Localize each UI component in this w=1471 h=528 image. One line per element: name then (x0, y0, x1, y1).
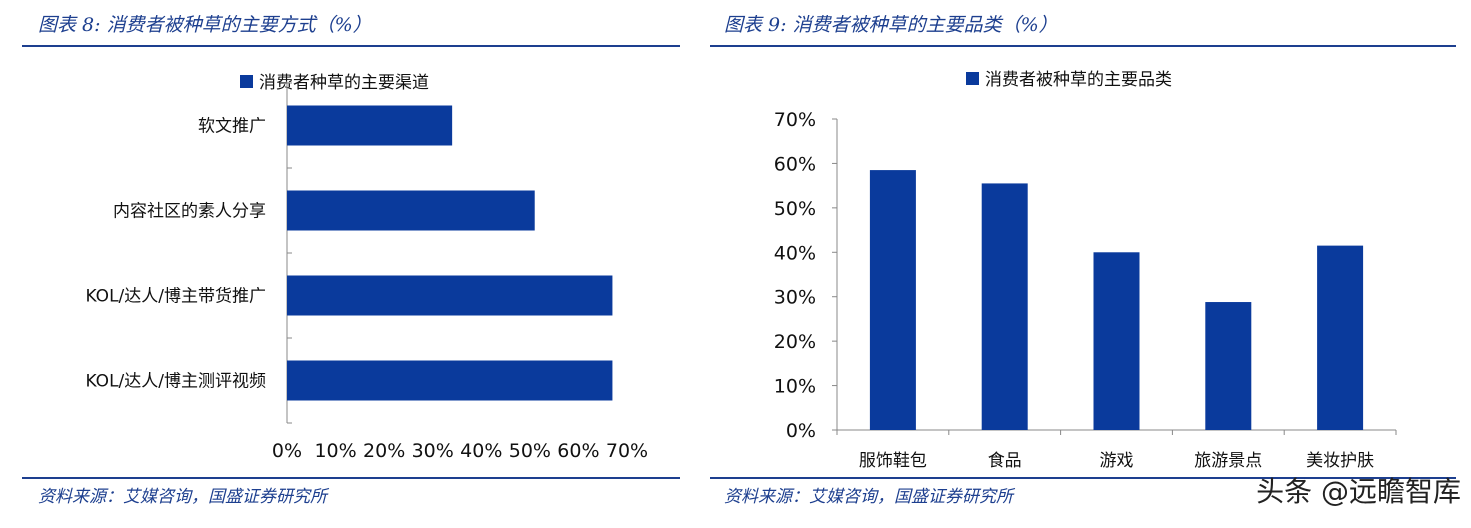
bar (981, 183, 1028, 430)
y-tick-label: 10% (774, 376, 816, 398)
figure-8-source: 资料来源：艾媒咨询，国盛证券研究所 (38, 487, 327, 507)
figure-8-bottom-rule (22, 477, 680, 479)
y-tick-label: 20% (774, 331, 816, 353)
bar (1205, 302, 1252, 430)
x-tick-label: 30% (412, 440, 454, 462)
y-tick-label: 50% (774, 198, 816, 220)
x-tick-label: 40% (460, 440, 502, 462)
category-label: KOL/达人/博主带货推广 (85, 287, 266, 307)
category-label: KOL/达人/博主测评视频 (85, 372, 266, 392)
x-tick-label: 70% (606, 440, 648, 462)
category-bar-chart: 消费者被种草的主要品类 0% 10% 20% 30% 40% 50% 60% 70% 服饰鞋包 食品… (774, 70, 1397, 470)
y-tick-label: 30% (774, 287, 816, 309)
figure-8-top-rule (22, 45, 680, 47)
legend-label: 消费者被种草的主要品类 (985, 70, 1172, 90)
category-label: 软文推广 (198, 117, 266, 137)
legend-swatch (240, 75, 253, 88)
bar (869, 170, 916, 431)
x-tick-label: 60% (557, 440, 599, 462)
x-tick-label: 20% (363, 440, 405, 462)
bar (1317, 245, 1364, 430)
y-tick-label: 60% (774, 153, 816, 175)
category-label: 旅游景点 (1194, 451, 1262, 470)
y-tick-label: 40% (774, 242, 816, 264)
bar (1093, 252, 1140, 430)
watermark: 头条 @远瞻智库 (1256, 475, 1461, 508)
figure-9-top-rule (710, 45, 1456, 47)
x-tick-label: 10% (314, 440, 356, 462)
figure-9-bottom-rule (710, 477, 1456, 479)
bar (287, 275, 613, 316)
figure-8-title: 图表 8: 消费者被种草的主要方式（%） (38, 14, 372, 36)
legend-swatch (966, 72, 979, 85)
category-label: 美妆护肤 (1306, 451, 1374, 470)
y-tick-label: 70% (774, 109, 816, 131)
legend-label: 消费者种草的主要渠道 (259, 73, 429, 93)
category-label: 食品 (988, 451, 1022, 470)
category-label: 游戏 (1100, 451, 1134, 470)
bar (287, 190, 535, 231)
y-tick-label: 0% (786, 420, 816, 442)
bar (287, 360, 613, 401)
category-label: 服饰鞋包 (859, 451, 927, 470)
figure-9-title: 图表 9: 消费者被种草的主要品类（%） (724, 14, 1058, 36)
x-tick-label: 50% (509, 440, 551, 462)
bar (287, 105, 453, 146)
figure-9-panel: 图表 9: 消费者被种草的主要品类（%） 消费者被种草的主要品类 0% 10% 20%… (710, 0, 1471, 528)
figure-9-source: 资料来源：艾媒咨询，国盛证券研究所 (724, 487, 1013, 507)
category-label: 内容社区的素人分享 (113, 202, 266, 222)
x-tick-label: 0% (272, 440, 302, 462)
figure-8-panel: 图表 8: 消费者被种草的主要方式（%） 消费者种草的主要渠道软文推广内容社区的… (0, 0, 690, 528)
